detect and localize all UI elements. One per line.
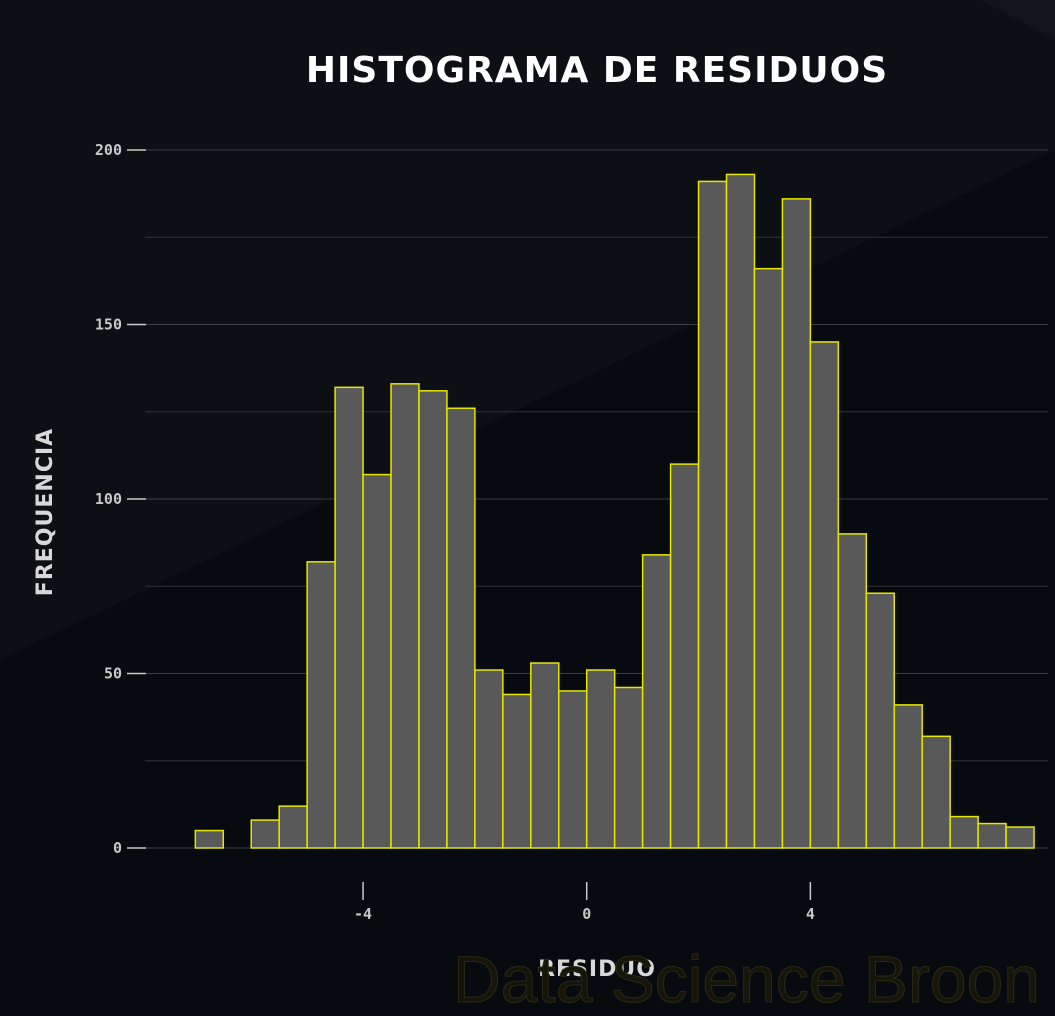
y-tick-label: 150: [95, 316, 122, 334]
histogram-bar: [921, 735, 951, 849]
histogram-bar: [418, 390, 448, 849]
histogram-bar: [334, 386, 364, 849]
background-diagonal-band: [0, 0, 1055, 660]
x-axis: -4 0 4: [354, 882, 815, 923]
histogram-bar: [641, 554, 672, 849]
x-axis-title: RESIDUO: [538, 957, 656, 982]
x-tick-label: 4: [806, 905, 815, 923]
histogram-bar: [1005, 826, 1035, 849]
histogram-bar: [306, 561, 336, 849]
histogram-bar: [194, 829, 225, 849]
histogram-bar: [613, 686, 644, 849]
histogram-bar: [558, 690, 588, 849]
histogram-bars: [194, 173, 1035, 849]
y-axis-title: FREQUENCIA: [33, 428, 58, 596]
histogram-bar: [809, 341, 840, 849]
y-tick-label: 0: [113, 839, 122, 857]
histogram-bar: [530, 662, 560, 849]
chart-title: HISTOGRAMA DE RESIDUOS: [306, 50, 888, 91]
histogram-bar: [725, 173, 756, 849]
histogram-bar: [585, 669, 616, 849]
histogram-bar: [893, 704, 923, 849]
x-tick-label: 0: [582, 905, 591, 923]
y-tick-label: 200: [95, 141, 122, 159]
watermark-text: Data Science Broon: [453, 942, 1040, 1016]
histogram-bar: [865, 592, 895, 849]
histogram-bar: [837, 533, 868, 849]
histogram-bar: [474, 669, 504, 849]
histogram-bar: [250, 819, 280, 849]
histogram-bar: [390, 383, 420, 849]
x-tick-label: -4: [354, 905, 372, 923]
histogram-bar: [781, 198, 812, 849]
y-axis: 0 50 100 150 200: [95, 141, 146, 857]
histogram-bar: [697, 180, 728, 849]
histogram-bar: [362, 473, 392, 849]
background-corner-accent: [980, 0, 1055, 40]
histogram-bar: [753, 267, 784, 849]
histogram-bar: [949, 815, 979, 849]
histogram-bar: [669, 463, 700, 849]
histogram-bar: [977, 822, 1007, 849]
histogram-bar: [502, 693, 532, 849]
y-tick-label: 50: [104, 665, 122, 683]
histogram-bar: [278, 805, 308, 849]
y-tick-label: 100: [95, 490, 122, 508]
histogram-bar: [446, 407, 476, 849]
